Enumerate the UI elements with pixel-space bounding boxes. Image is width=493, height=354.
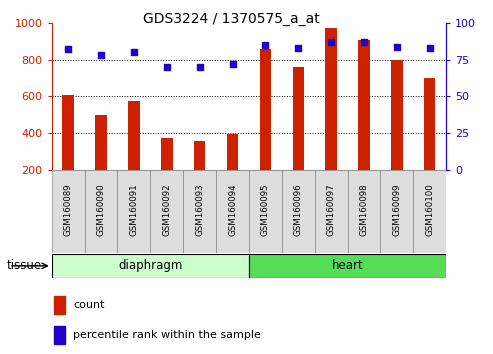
Text: GSM160098: GSM160098 (359, 183, 368, 236)
Point (64, 47, 72, 52)
Bar (424, 78, 435, 170)
FancyBboxPatch shape (249, 254, 446, 278)
Bar (325, 28, 337, 170)
Point (294, 45, 302, 51)
FancyBboxPatch shape (381, 170, 413, 253)
Bar (391, 60, 403, 170)
Bar (260, 49, 271, 170)
Text: count: count (73, 299, 105, 310)
Point (327, 39, 335, 45)
Text: GSM160095: GSM160095 (261, 183, 270, 236)
Bar (194, 142, 206, 170)
FancyBboxPatch shape (52, 170, 85, 253)
FancyBboxPatch shape (413, 170, 446, 253)
Text: diaphragm: diaphragm (118, 259, 182, 272)
Text: GSM160094: GSM160094 (228, 183, 237, 236)
Text: tissue: tissue (6, 259, 41, 272)
Text: GSM160092: GSM160092 (162, 183, 171, 236)
Point (97, 52, 105, 58)
Point (360, 39, 368, 45)
Text: GDS3224 / 1370575_a_at: GDS3224 / 1370575_a_at (143, 12, 320, 27)
FancyBboxPatch shape (117, 170, 150, 253)
Bar (54, 326, 65, 344)
Bar (54, 296, 65, 314)
Text: GSM160093: GSM160093 (195, 183, 204, 236)
Bar (292, 67, 304, 170)
Point (196, 64, 204, 70)
Bar (358, 40, 370, 170)
Bar (128, 101, 140, 170)
Text: percentile rank within the sample: percentile rank within the sample (73, 330, 261, 340)
FancyBboxPatch shape (85, 170, 117, 253)
Bar (161, 138, 173, 170)
FancyBboxPatch shape (315, 170, 348, 253)
Point (130, 50, 138, 55)
Bar (95, 115, 107, 170)
Text: heart: heart (332, 259, 363, 272)
FancyBboxPatch shape (249, 170, 282, 253)
FancyBboxPatch shape (150, 170, 183, 253)
FancyBboxPatch shape (282, 170, 315, 253)
FancyBboxPatch shape (183, 170, 216, 253)
Text: GSM160091: GSM160091 (130, 183, 139, 236)
Point (229, 61, 237, 67)
Text: GSM160097: GSM160097 (327, 183, 336, 236)
Bar (63, 95, 74, 170)
FancyBboxPatch shape (216, 170, 249, 253)
Point (261, 42, 269, 48)
FancyBboxPatch shape (348, 170, 381, 253)
Text: GSM160089: GSM160089 (64, 183, 72, 236)
Text: GSM160100: GSM160100 (425, 183, 434, 236)
Bar (227, 133, 238, 170)
Point (426, 45, 434, 51)
Point (393, 44, 401, 49)
Point (163, 64, 171, 70)
FancyBboxPatch shape (52, 254, 249, 278)
Text: GSM160096: GSM160096 (294, 183, 303, 236)
Text: GSM160090: GSM160090 (97, 183, 106, 236)
Text: GSM160099: GSM160099 (392, 184, 401, 236)
